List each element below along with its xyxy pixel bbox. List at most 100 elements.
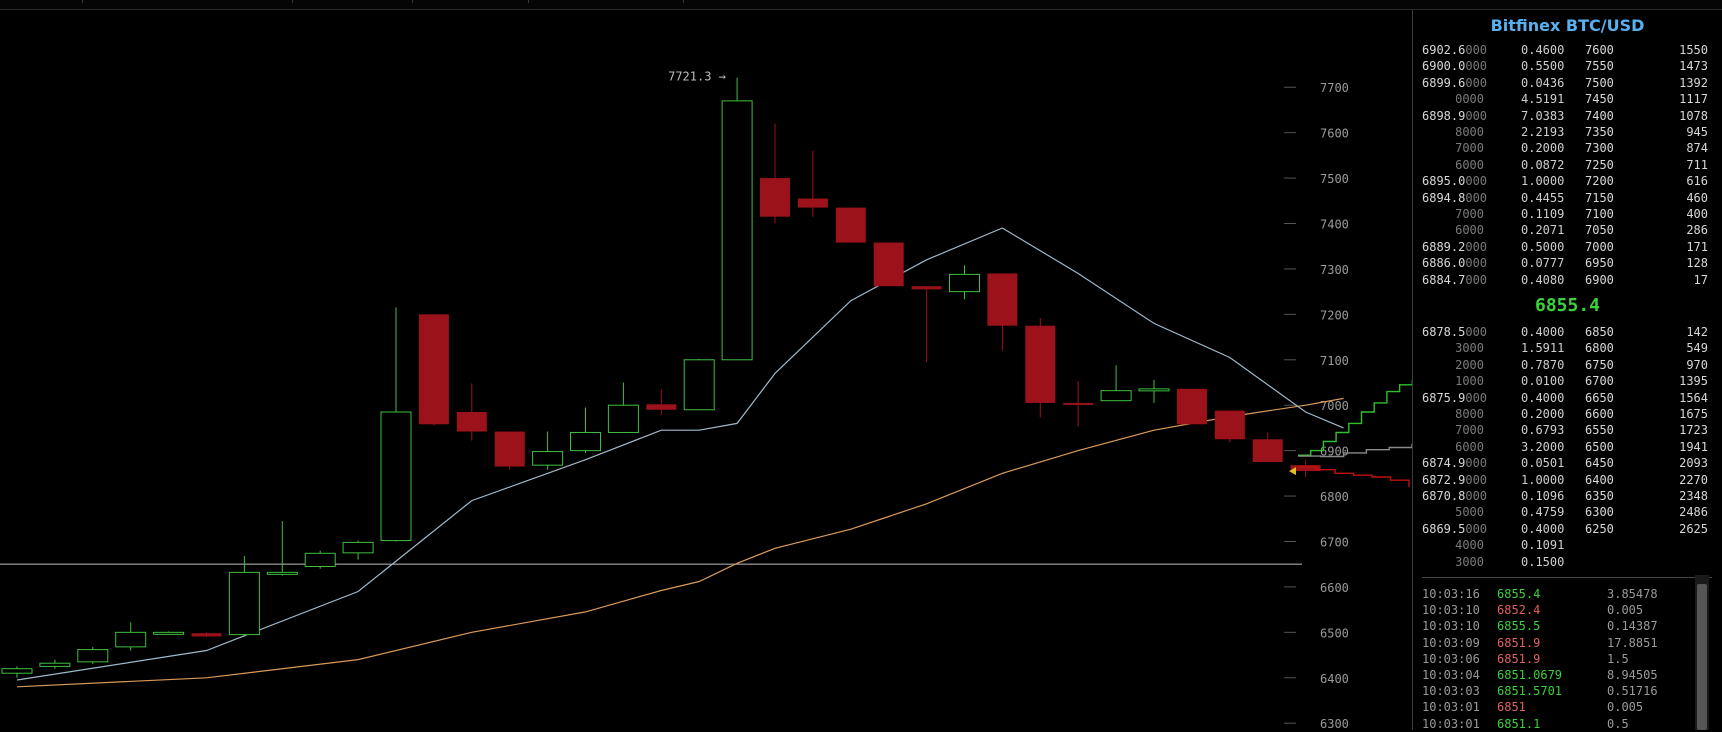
- y-tick-label: 7700: [1320, 81, 1349, 95]
- trades-scrollbar-thumb[interactable]: [1697, 584, 1707, 730]
- order-price-minor: 7000: [1455, 423, 1484, 438]
- orderbook-row[interactable]: 6898.9000 7.0383 7400 1078: [1413, 108, 1722, 124]
- orderbook-row[interactable]: 3000 0.1500: [1413, 554, 1722, 570]
- orderbook-row[interactable]: 6870.8000 0.1096 6350 2348: [1413, 488, 1722, 504]
- trade-price: 6851: [1497, 700, 1526, 715]
- y-tick-label: 6900: [1320, 445, 1349, 459]
- trade-row: 10:03:10 6855.5 0.14387: [1413, 618, 1703, 634]
- trade-price: 6855.4: [1497, 587, 1541, 601]
- orderbook-row[interactable]: 6869.5000 0.4000 6250 2625: [1413, 521, 1722, 537]
- orderbook-row[interactable]: 8000 0.2000 6600 1675: [1413, 406, 1722, 422]
- orderbook-row[interactable]: 6884.7000 0.4080 6900 17: [1413, 272, 1722, 288]
- orderbook-row[interactable]: 6874.9000 0.0501 6450 2093: [1413, 455, 1722, 471]
- orderbook-row[interactable]: 6894.8000 0.4455 7150 460: [1413, 190, 1722, 206]
- orderbook-row[interactable]: 6000 0.0872 7250 711: [1413, 157, 1722, 173]
- orderbook-row[interactable]: 6895.0000 1.0000 7200 616: [1413, 173, 1722, 189]
- order-price: 6900.0000: [1422, 58, 1508, 74]
- order-price: 8000: [1422, 124, 1484, 140]
- order-amount: 0.2000: [1521, 141, 1565, 156]
- orderbook-row[interactable]: 0000 4.5191 7450 1117: [1413, 91, 1722, 107]
- panel-separator: [1412, 10, 1413, 730]
- orderbook-row[interactable]: 6000 0.2071 7050 286: [1413, 222, 1722, 238]
- depth-sum: 17: [1693, 272, 1708, 287]
- orderbook-row[interactable]: 2000 0.7870 6750 970: [1413, 357, 1722, 373]
- candle-body-bearish: [987, 273, 1018, 326]
- order-price-minor: 5000: [1455, 505, 1484, 520]
- orderbook-row[interactable]: 6000 3.2000 6500 1941: [1413, 439, 1722, 455]
- order-price-major: 6874.9: [1422, 456, 1466, 471]
- orderbook-row[interactable]: 6902.6000 0.4600 7600 1550: [1413, 42, 1722, 58]
- orderbook-row[interactable]: 1000 0.0100 6700 1395: [1413, 373, 1722, 389]
- trade-price: 6851.9: [1497, 635, 1541, 650]
- order-price: 6895.0000: [1422, 173, 1508, 189]
- trade-amount: 0.14387: [1607, 619, 1658, 634]
- trades-divider: [1422, 577, 1712, 578]
- candle-body-bullish: [1100, 390, 1132, 402]
- orderbook-row[interactable]: 3000 1.5911 6800 549: [1413, 340, 1722, 356]
- order-amount: 0.4759: [1521, 505, 1565, 520]
- depth-sum: 970: [1686, 357, 1708, 372]
- orderbook-row[interactable]: 6899.6000 0.0436 7500 1392: [1413, 75, 1722, 91]
- candle-body-bullish: [721, 100, 753, 361]
- order-price-minor: 000: [1465, 390, 1488, 405]
- orderbook-row[interactable]: 6889.2000 0.5000 7000 171: [1413, 239, 1722, 255]
- order-price-minor: 000: [1465, 521, 1488, 536]
- order-amount: 0.6793: [1521, 423, 1565, 438]
- toolbar-divider: [528, 0, 529, 3]
- orderbook-row[interactable]: 8000 2.2193 7350 945: [1413, 124, 1722, 140]
- candle-body-bullish: [153, 631, 185, 635]
- trade-amount: 3.85478: [1607, 587, 1658, 601]
- trade-row: 10:03:16 6855.4 3.85478: [1413, 586, 1703, 602]
- order-price: 6889.2000: [1422, 239, 1508, 255]
- depth-level: 6700: [1585, 374, 1614, 389]
- moving-average-slow-line: [16, 397, 1344, 688]
- orderbook-row[interactable]: 4000 0.1091: [1413, 537, 1722, 553]
- orderbook-row[interactable]: 6872.9000 1.0000 6400 2270: [1413, 472, 1722, 488]
- trade-amount: 0.5: [1607, 716, 1629, 731]
- candle-body-bullish: [570, 431, 601, 452]
- orderbook-row[interactable]: 6900.0000 0.5500 7550 1473: [1413, 58, 1722, 74]
- orderbook-row[interactable]: 6878.5000 0.4000 6850 142: [1413, 324, 1722, 340]
- candle-body-bullish: [1138, 388, 1170, 392]
- orderbook-row[interactable]: 7000 0.6793 6550 1723: [1413, 422, 1722, 438]
- order-amount: 4.5191: [1521, 92, 1565, 107]
- y-tick-label: 6300: [1320, 717, 1349, 730]
- y-tick-label: 7500: [1320, 172, 1349, 186]
- order-amount: 0.0100: [1521, 374, 1565, 389]
- market-sidebar: Bitfinex BTC/USD 6902.6000 0.4600 7600 1550…: [1413, 10, 1722, 731]
- order-amount: 1.0000: [1521, 174, 1565, 189]
- order-amount: 2.2193: [1521, 125, 1565, 139]
- depth-level: 7550: [1585, 59, 1614, 74]
- order-price-minor: 000: [1465, 75, 1488, 90]
- depth-sum: 1473: [1679, 59, 1708, 74]
- order-price: 6878.5000: [1422, 324, 1508, 340]
- orderbook-row[interactable]: 7000 0.2000 7300 874: [1413, 140, 1722, 156]
- trade-price: 6851.5701: [1497, 684, 1563, 699]
- order-amount: 0.1096: [1521, 489, 1565, 503]
- depth-level: 6450: [1585, 456, 1614, 471]
- trade-time: 10:03:06: [1422, 651, 1480, 666]
- order-price-major: 6898.9: [1422, 108, 1466, 123]
- candle-body-bearish: [1025, 325, 1056, 403]
- depth-sum: 1675: [1679, 407, 1708, 421]
- orderbook-row[interactable]: 5000 0.4759 6300 2486: [1413, 504, 1722, 520]
- exchange-title: Bitfinex BTC/USD: [1490, 16, 1645, 35]
- orderbook-row[interactable]: 7000 0.1109 7100 400: [1413, 206, 1722, 222]
- depth-level: 7400: [1585, 108, 1614, 123]
- order-amount: 0.4000: [1521, 521, 1565, 536]
- candle-body-bearish: [873, 242, 904, 287]
- order-price-minor: 000: [1465, 256, 1488, 271]
- depth-level: 7350: [1585, 125, 1614, 139]
- trade-amount: 0.005: [1607, 603, 1644, 618]
- trade-time: 10:03:01: [1422, 716, 1480, 731]
- depth-level: 6850: [1585, 325, 1614, 339]
- depth-level: 7450: [1585, 92, 1614, 107]
- price-chart[interactable]: 7700 7600 7500 7400 7300 7200 7100 7000 6900 6800…: [0, 10, 1412, 730]
- y-tick-label: 6800: [1320, 490, 1349, 504]
- orderbook-row[interactable]: 6875.9000 0.4000 6650 1564: [1413, 390, 1722, 406]
- depth-sum: 1395: [1679, 374, 1708, 389]
- trade-time: 10:03:03: [1422, 684, 1480, 699]
- orderbook-row[interactable]: 6886.0000 0.0777 6950 128: [1413, 255, 1722, 271]
- order-price-minor: 1000: [1455, 374, 1484, 389]
- order-price: 2000: [1422, 357, 1484, 373]
